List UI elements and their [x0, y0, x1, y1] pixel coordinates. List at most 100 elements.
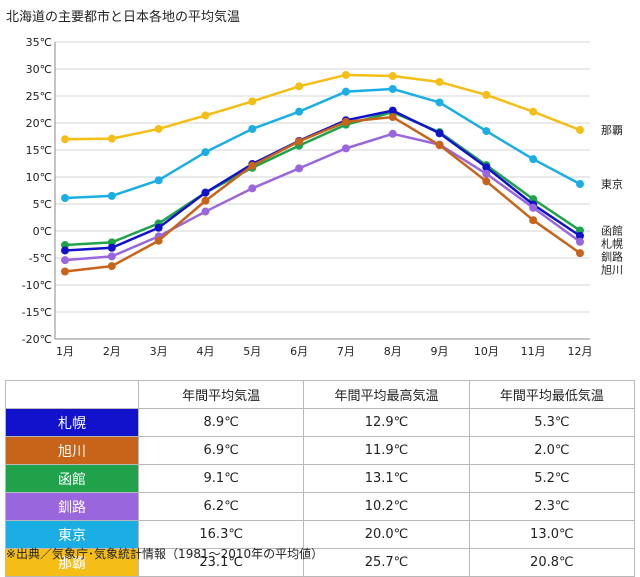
- series-line: [64, 110, 581, 247]
- min-cell: 20.8℃: [468, 548, 636, 577]
- series-label: 那覇: [601, 124, 623, 137]
- data-point: [435, 98, 444, 107]
- series-line: [64, 73, 581, 141]
- y-tick-label: 10℃: [26, 171, 52, 184]
- data-point: [576, 249, 584, 258]
- y-tick-label: -5℃: [29, 252, 52, 265]
- data-point: [61, 135, 69, 144]
- y-tick-label: 5℃: [33, 198, 52, 211]
- min-cell: 2.0℃: [468, 436, 636, 465]
- footnote: ※出典／気象庁･気象統計情報（1981～2010年の平均値）: [6, 547, 324, 561]
- y-tick-label: -10℃: [22, 279, 52, 292]
- data-point: [107, 262, 116, 271]
- data-point: [576, 180, 584, 189]
- city-cell: 旭川: [5, 436, 139, 465]
- data-point: [435, 141, 444, 150]
- table-header-max: 年間平均最高気温: [303, 380, 470, 409]
- data-point: [154, 223, 163, 232]
- series-label: 函館: [601, 223, 623, 237]
- min-cell: 2.3℃: [468, 492, 636, 521]
- x-tick-label: 10月: [474, 345, 499, 358]
- series-line: [64, 132, 581, 262]
- data-point: [61, 246, 69, 255]
- x-tick-label: 1月: [56, 345, 74, 358]
- data-point: [388, 129, 397, 138]
- series-label: 釧路: [601, 249, 623, 263]
- data-point: [482, 163, 491, 172]
- data-point: [201, 148, 210, 157]
- data-point: [576, 126, 584, 135]
- max-cell: 10.2℃: [303, 492, 470, 521]
- data-point: [201, 196, 210, 205]
- data-point: [295, 107, 304, 116]
- x-tick-label: 9月: [431, 345, 449, 358]
- data-point: [295, 82, 304, 91]
- table-row: 函館 9.1℃ 13.1℃ 5.2℃: [5, 464, 636, 493]
- data-point: [248, 97, 257, 106]
- y-tick-label: 0℃: [33, 225, 52, 238]
- data-point: [61, 256, 69, 265]
- data-point: [529, 203, 538, 212]
- avg-cell: 16.3℃: [137, 520, 305, 549]
- data-point: [107, 191, 116, 200]
- x-tick-label: 8月: [384, 345, 402, 358]
- data-point: [154, 236, 163, 245]
- data-point: [576, 237, 584, 246]
- data-point: [388, 113, 397, 122]
- table-row: 東京 16.3℃ 20.0℃ 13.0℃: [5, 520, 636, 549]
- y-tick-label: 35℃: [26, 36, 52, 49]
- stats-table: 年間平均気温 年間平均最高気温 年間平均最低気温 札幌 8.9℃ 12.9℃ 5.3℃…: [5, 380, 636, 577]
- series-label: 札幌: [601, 236, 623, 250]
- min-cell: 5.2℃: [468, 464, 636, 493]
- avg-cell: 9.1℃: [137, 464, 305, 493]
- max-cell: 13.1℃: [303, 464, 470, 493]
- data-point: [154, 124, 163, 133]
- data-point: [107, 243, 116, 252]
- data-point: [388, 106, 397, 115]
- series-label: 東京: [601, 177, 623, 191]
- chart-title: 北海道の主要都市と日本各地の平均気温: [6, 10, 241, 25]
- x-tick-label: 5月: [243, 345, 261, 358]
- data-point: [435, 129, 444, 138]
- data-point: [61, 194, 69, 203]
- series-label: 旭川: [601, 262, 623, 276]
- x-tick-label: 7月: [337, 345, 355, 358]
- y-tick-label: 25℃: [26, 90, 52, 103]
- table-header-empty: [5, 380, 139, 409]
- data-point: [248, 184, 257, 193]
- table-row: 釧路 6.2℃ 10.2℃ 2.3℃: [5, 492, 636, 521]
- series-line: [64, 115, 581, 273]
- data-point: [388, 84, 397, 93]
- series-line: [64, 87, 581, 200]
- data-point: [482, 169, 491, 178]
- city-cell: 東京: [5, 520, 139, 549]
- x-tick-label: 2月: [103, 345, 121, 358]
- data-point: [388, 72, 397, 81]
- data-point: [341, 70, 350, 79]
- data-point: [201, 207, 210, 216]
- x-tick-label: 3月: [150, 345, 168, 358]
- max-cell: 25.7℃: [303, 548, 470, 577]
- data-point: [295, 164, 304, 173]
- x-tick-label: 6月: [290, 345, 308, 358]
- y-tick-label: 30℃: [26, 63, 52, 76]
- data-point: [107, 134, 116, 143]
- city-cell: 札幌: [5, 408, 139, 437]
- max-cell: 20.0℃: [303, 520, 470, 549]
- data-point: [248, 161, 257, 170]
- data-point: [295, 137, 304, 146]
- city-cell: 函館: [5, 464, 139, 493]
- x-tick-label: 4月: [196, 345, 214, 358]
- data-point: [576, 231, 584, 240]
- min-cell: 5.3℃: [468, 408, 636, 437]
- data-point: [201, 111, 210, 120]
- data-point: [529, 155, 538, 164]
- data-point: [529, 216, 538, 225]
- min-cell: 13.0℃: [468, 520, 636, 549]
- data-point: [341, 144, 350, 153]
- table-header-min: 年間平均最低気温: [468, 380, 636, 409]
- table-row: 旭川 6.9℃ 11.9℃ 2.0℃: [5, 436, 636, 465]
- data-point: [107, 252, 116, 261]
- data-point: [201, 188, 210, 197]
- table-header-row: 年間平均気温 年間平均最高気温 年間平均最低気温: [5, 380, 636, 409]
